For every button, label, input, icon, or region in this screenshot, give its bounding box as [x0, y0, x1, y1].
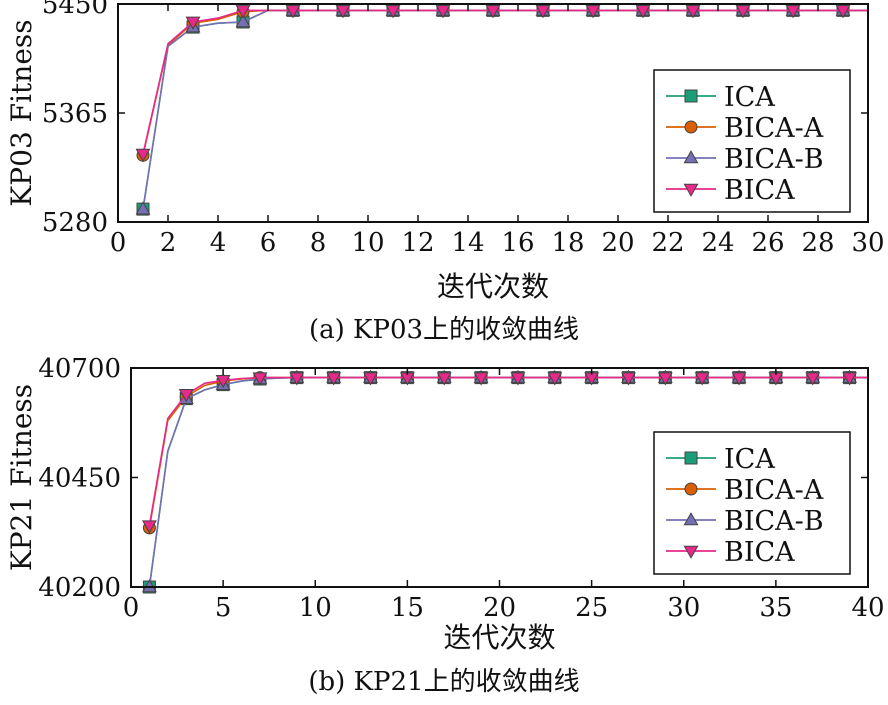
data-point-bica — [473, 372, 489, 386]
y-tick-label: 5280 — [42, 208, 108, 238]
x-tick-label: 12 — [401, 228, 434, 258]
data-point-bica — [694, 372, 710, 386]
data-point-bica-b — [141, 579, 157, 593]
y-tick-label: 5450 — [42, 0, 108, 20]
x-tick-label: 15 — [391, 593, 424, 623]
x-tick-label: 20 — [483, 593, 516, 623]
x-tick-label: 0 — [110, 228, 127, 258]
x-tick-label: 14 — [451, 228, 484, 258]
x-tick-label: 35 — [759, 593, 792, 623]
data-point-bica — [385, 5, 401, 19]
x-tick-label: 26 — [751, 228, 784, 258]
y-tick-label: 40200 — [38, 573, 121, 603]
legend-marker — [683, 150, 699, 164]
data-point-bica — [805, 372, 821, 386]
x-tick-label: 20 — [601, 228, 634, 258]
data-point-bica — [485, 5, 501, 19]
data-point-bica — [235, 5, 251, 19]
y-axis-label: KP03 Fitness — [5, 19, 38, 206]
data-point-bica — [635, 5, 651, 19]
data-point-bica — [326, 372, 342, 386]
chart-caption: (a) KP03上的收敛曲线 — [309, 315, 579, 345]
y-axis-label: KP21 Fitness — [5, 384, 38, 571]
data-point-bica — [141, 520, 157, 534]
chart-panel-kp21: 0 5 10 15 20 25 30 35 40 40200 40450 40700 迭代次数 KP2… — [5, 354, 885, 697]
x-tick-label: 40 — [851, 593, 884, 623]
legend-marker — [683, 183, 699, 197]
x-tick-label: 5 — [215, 593, 232, 623]
x-tick-label: 8 — [310, 228, 327, 258]
x-tick-label: 2 — [160, 228, 177, 258]
legend-marker — [684, 451, 698, 465]
data-point-bica — [185, 16, 201, 30]
data-point-bica — [435, 5, 451, 19]
data-point-bica — [510, 372, 526, 386]
x-tick-label: 10 — [351, 228, 384, 258]
y-tick-label: 5365 — [42, 99, 108, 129]
legend-marker — [684, 89, 698, 103]
x-tick-label: 25 — [575, 593, 608, 623]
data-point-bica-b — [235, 14, 251, 28]
x-axis-label: 迭代次数 — [443, 621, 555, 654]
x-tick-label: 22 — [651, 228, 684, 258]
legend-label: ICA — [724, 444, 775, 475]
data-point-bica — [252, 372, 268, 386]
data-point-bica-b — [135, 201, 151, 215]
data-point-bica — [215, 374, 231, 389]
chart-panel-kp03: 0 2 4 6 8 10 12 14 16 18 20 22 24 26 28 30528053655450 … — [5, 0, 885, 345]
data-point-bica — [335, 5, 351, 19]
legend-label: BICA-A — [724, 475, 824, 506]
data-point-bica — [135, 148, 151, 162]
x-tick-label: 30 — [667, 593, 700, 623]
data-point-bica — [735, 5, 751, 19]
series-line-bica — [148, 376, 868, 526]
data-point-bica — [585, 5, 601, 19]
data-point-bica — [731, 372, 747, 386]
chart-caption: (b) KP21上的收敛曲线 — [308, 667, 579, 697]
data-point-bica — [785, 5, 801, 19]
data-point-bica — [436, 372, 452, 386]
x-tick-label: 0 — [123, 593, 140, 623]
legend-label: BICA — [724, 175, 795, 206]
legend-marker — [683, 545, 699, 559]
data-point-bica — [289, 372, 305, 386]
x-tick-label: 16 — [501, 228, 534, 258]
data-point-bica — [285, 5, 301, 19]
legend-label: BICA-B — [724, 144, 824, 175]
x-tick-label: 10 — [299, 593, 332, 623]
data-point-bica — [657, 372, 673, 386]
legend-marker — [684, 482, 698, 496]
x-tick-label: 30 — [851, 228, 884, 258]
legend-label: ICA — [724, 82, 775, 113]
x-tick-label: 28 — [801, 228, 834, 258]
legend-label: BICA-A — [724, 113, 824, 144]
legend-label: BICA — [724, 537, 795, 568]
legend-marker — [684, 120, 698, 134]
x-tick-label: 18 — [551, 228, 584, 258]
x-tick-label: 4 — [210, 228, 227, 258]
x-tick-label: 6 — [260, 228, 277, 258]
data-point-bica — [835, 5, 851, 19]
data-point-bica — [621, 372, 636, 386]
data-point-bica — [535, 5, 551, 19]
data-point-bica — [685, 5, 701, 19]
data-point-bica — [547, 372, 563, 386]
legend-label: BICA-B — [724, 506, 824, 537]
legend-marker — [683, 512, 699, 526]
y-tick-label: 40700 — [38, 354, 121, 384]
data-point-bica — [363, 372, 378, 386]
data-point-bica — [842, 372, 858, 386]
y-tick-label: 40450 — [38, 464, 121, 494]
x-tick-label: 24 — [701, 228, 734, 258]
x-axis-label: 迭代次数 — [437, 270, 549, 303]
data-point-bica — [178, 388, 194, 403]
